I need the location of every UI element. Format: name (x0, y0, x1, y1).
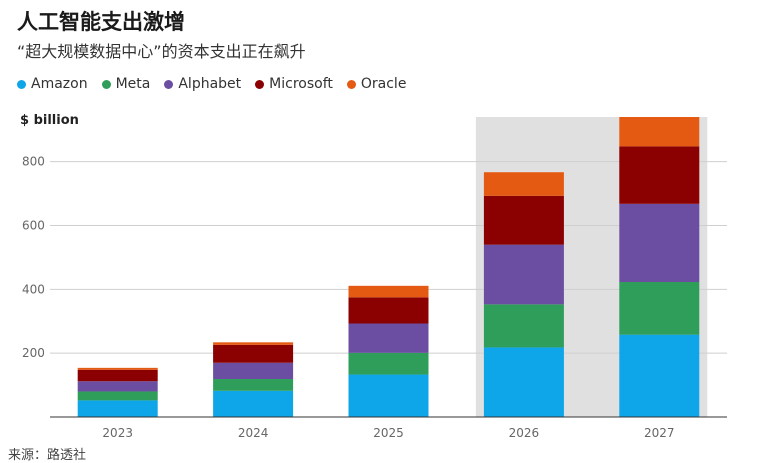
legend-label: Amazon (31, 76, 88, 92)
bar-segment-amazon-2026 (483, 347, 564, 417)
bar-segment-meta-2025 (348, 352, 429, 375)
legend-swatch (346, 79, 356, 89)
bar-segment-meta-2024 (213, 379, 294, 391)
bar-segment-amazon-2027 (619, 334, 700, 417)
bar-segment-meta-2023 (77, 391, 158, 401)
legend-swatch (17, 79, 26, 89)
bar-segment-alphabet-2026 (483, 244, 564, 305)
legend-item-amazon: Amazon (17, 76, 88, 92)
legend: Amazon Meta Alphabet Microsoft Oracle (17, 76, 406, 92)
legend-item-alphabet: Alphabet (164, 76, 241, 92)
bar-segment-alphabet-2024 (213, 362, 294, 380)
legend-item-microsoft: Microsoft (255, 76, 333, 92)
y-tick-label: 200 (22, 346, 45, 360)
bar-segment-amazon-2024 (213, 390, 294, 417)
chart-subtitle: “超大规模数据中心”的资本支出正在飙升 (17, 42, 306, 61)
bar-segment-amazon-2023 (77, 400, 158, 417)
bar-segment-oracle-2026 (483, 172, 564, 196)
bar-segment-oracle-2025 (348, 285, 429, 298)
legend-swatch (164, 79, 174, 89)
bar-segment-meta-2027 (619, 282, 700, 335)
source-note: 来源：路透社 (8, 448, 87, 463)
bar-segment-alphabet-2027 (619, 203, 700, 282)
bar-segment-microsoft-2025 (348, 297, 429, 324)
y-tick-label: 600 (22, 219, 45, 233)
bar-segment-amazon-2025 (348, 374, 429, 417)
y-tick-label: 800 (22, 155, 45, 169)
x-tick-label: 2026 (509, 426, 540, 440)
legend-swatch (255, 79, 265, 89)
y-tick-label: 400 (22, 282, 45, 296)
bar-segment-microsoft-2023 (77, 369, 158, 382)
x-tick-label: 2027 (644, 426, 675, 440)
legend-label: Meta (115, 76, 151, 92)
legend-item-oracle: Oracle (346, 76, 407, 92)
x-tick-label: 2024 (238, 426, 269, 440)
bar-segment-microsoft-2026 (483, 195, 564, 245)
legend-item-meta: Meta (101, 76, 151, 92)
bar-segment-microsoft-2027 (619, 146, 700, 204)
legend-label: Alphabet (178, 76, 242, 92)
bar-segment-alphabet-2025 (348, 323, 429, 353)
bar-segment-oracle-2027 (619, 117, 700, 147)
legend-label: Oracle (360, 76, 407, 92)
y-axis-unit: $ billion (20, 113, 79, 128)
bar-segment-oracle-2023 (77, 367, 158, 370)
legend-swatch (101, 79, 111, 89)
bar-segment-microsoft-2024 (213, 344, 294, 363)
bar-segment-oracle-2024 (213, 342, 294, 345)
x-tick-label: 2023 (102, 426, 133, 440)
bar-segment-alphabet-2023 (77, 381, 158, 392)
legend-label: Microsoft (269, 76, 333, 92)
chart-title: 人工智能支出激增 (17, 10, 185, 34)
x-tick-label: 2025 (373, 426, 404, 440)
bar-segment-meta-2026 (483, 304, 564, 348)
